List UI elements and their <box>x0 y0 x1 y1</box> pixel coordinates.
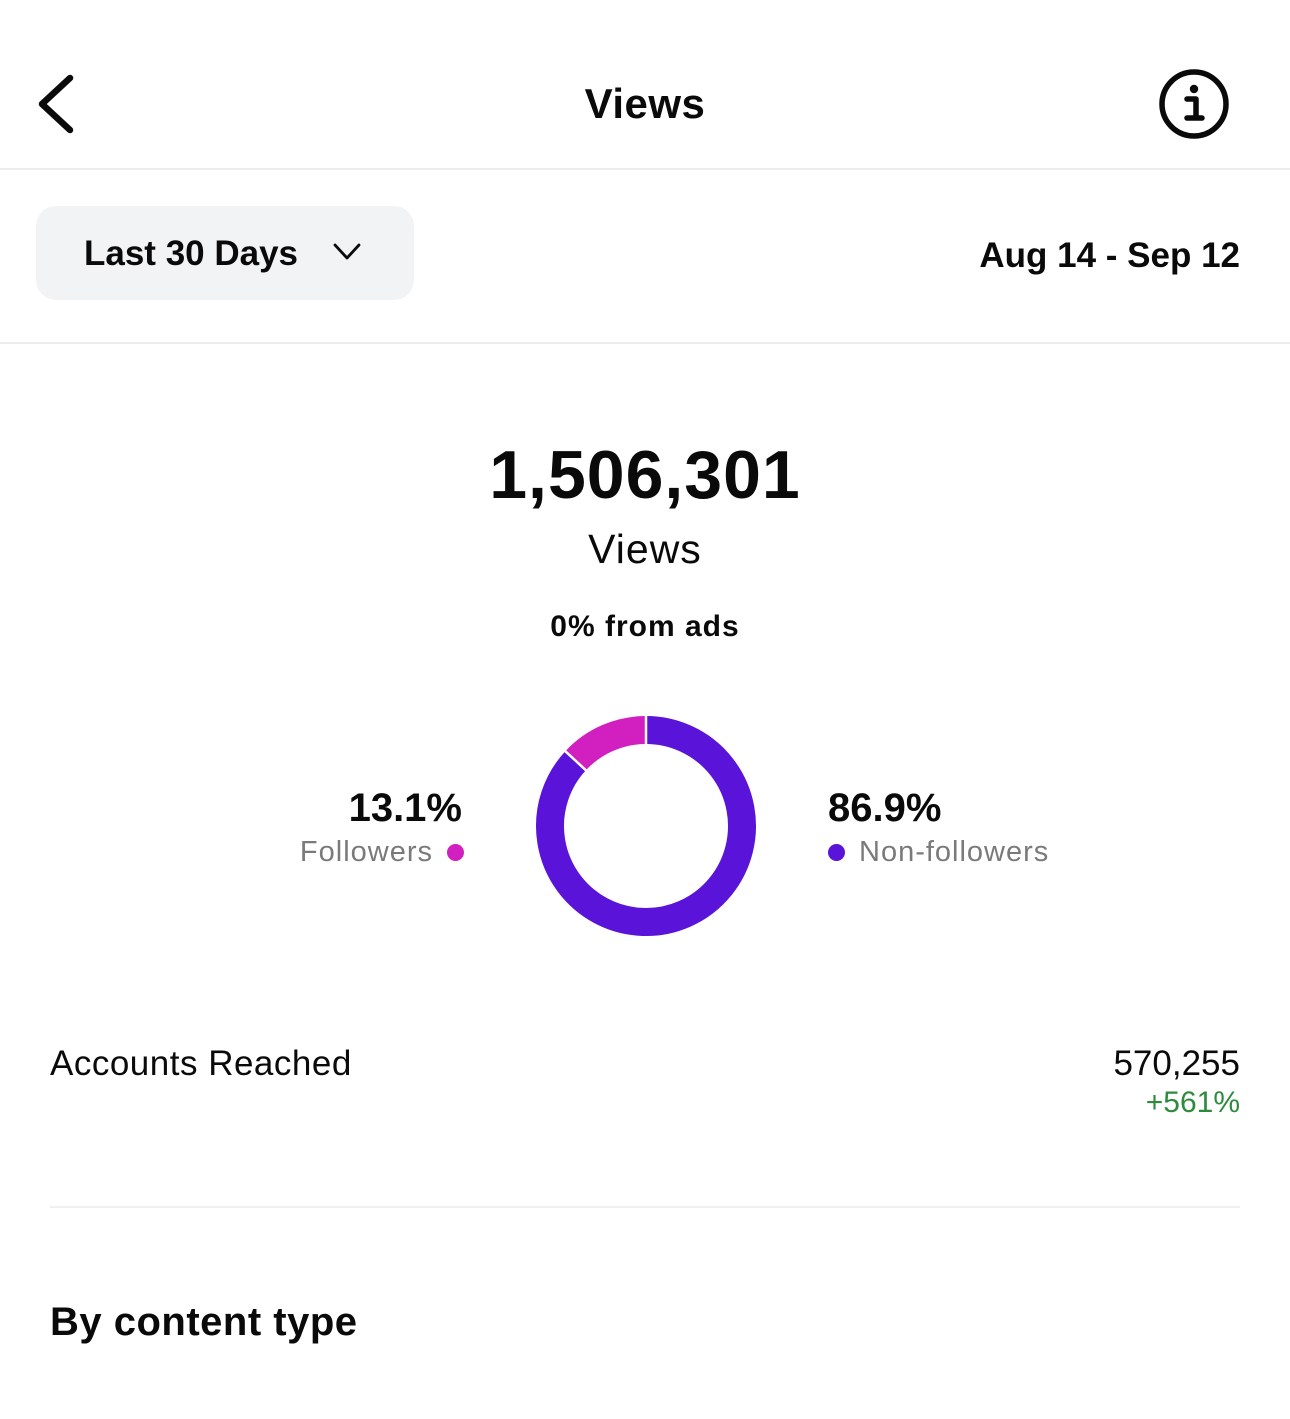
followers-legend-label: Followers <box>299 836 433 868</box>
non-followers-legend: Non-followers <box>828 836 1049 869</box>
filter-bar: Last 30 Days Aug 14 - Sep 12 <box>0 170 1290 344</box>
non-followers-percent: 86.9% <box>828 786 942 830</box>
non-followers-dot-icon <box>828 844 845 861</box>
slice-separator <box>563 749 588 772</box>
chevron-left-icon <box>38 74 74 134</box>
total-views-count: 1,506,301 <box>489 437 801 513</box>
ads-share-note: 0% from ads <box>550 610 740 643</box>
date-range-dropdown-label: Last 30 Days <box>84 234 299 273</box>
section-divider <box>50 1206 1240 1208</box>
followers-slice <box>565 716 647 771</box>
info-button[interactable] <box>1156 66 1232 142</box>
accounts-reached-value: 570,255 <box>1113 1044 1240 1083</box>
date-range-text: Aug 14 - Sep 12 <box>979 236 1240 275</box>
followers-legend: Followers <box>300 836 464 869</box>
page-title: Views <box>584 80 706 127</box>
non-followers-legend-label: Non-followers <box>859 836 1050 868</box>
accounts-reached-change: +561% <box>1145 1086 1240 1119</box>
non-followers-slice <box>536 716 756 936</box>
followers-dot-icon <box>447 844 464 861</box>
date-range-dropdown[interactable]: Last 30 Days <box>36 206 414 300</box>
back-button[interactable] <box>28 66 88 142</box>
accounts-reached-label: Accounts Reached <box>50 1044 352 1083</box>
audience-donut-chart <box>536 715 756 936</box>
info-icon <box>1159 69 1229 139</box>
content-type-heading: By content type <box>50 1300 358 1344</box>
followers-percent: 13.1% <box>348 786 462 830</box>
total-views-label: Views <box>588 526 702 572</box>
chevron-down-icon <box>333 243 361 260</box>
top-bar: Views <box>0 0 1290 170</box>
